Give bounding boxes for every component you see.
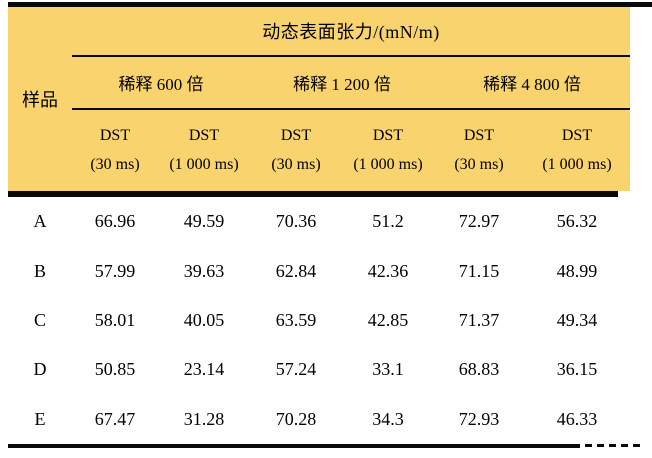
table-body: A 66.96 49.59 70.36 51.2 72.97 56.32 B 5… — [8, 197, 630, 444]
dst-label: DST — [463, 127, 495, 144]
table-row: B 57.99 39.63 62.84 42.36 71.15 48.99 — [8, 246, 630, 295]
cell: 70.28 — [275, 408, 317, 429]
cell: 49.34 — [556, 309, 598, 330]
table-header: 样品 动态表面张力/(mN/m) 稀释 600 倍 稀释 1 200 倍 稀释 … — [8, 7, 630, 191]
cell: 33.1 — [372, 359, 404, 380]
cell: 71.15 — [458, 260, 500, 281]
subheader-dst-1000ms: DST (1 000 ms) — [158, 110, 250, 191]
table-row: A 66.96 49.59 70.36 51.2 72.97 56.32 — [8, 197, 630, 246]
group-header-600: 稀释 600 倍 — [118, 75, 204, 94]
cell: 42.36 — [367, 260, 409, 281]
subheader-dst-1000ms: DST (1 000 ms) — [524, 110, 630, 191]
row-label: A — [33, 211, 47, 232]
dilution-group-row: 稀释 600 倍 稀释 1 200 倍 稀释 4 800 倍 — [72, 57, 630, 110]
cell: 58.01 — [94, 309, 136, 330]
table-row: C 58.01 40.05 63.59 42.85 71.37 49.34 — [8, 296, 630, 345]
subheader-dst-30ms: DST (30 ms) — [72, 110, 158, 191]
cell: 23.14 — [183, 359, 225, 380]
dst-time-label: (30 ms) — [90, 156, 140, 173]
dst-label: DST — [280, 127, 312, 144]
dst-label: DST — [561, 127, 593, 144]
table-row: E 67.47 31.28 70.28 34.3 72.93 46.33 — [8, 395, 630, 444]
cell: 51.2 — [372, 211, 404, 232]
dst-time-label: (1 000 ms) — [542, 156, 612, 173]
row-label: C — [33, 309, 46, 330]
cell: 70.36 — [275, 211, 317, 232]
row-label: E — [34, 408, 46, 429]
dst-time-label: (1 000 ms) — [169, 156, 239, 173]
group-header-4800: 稀释 4 800 倍 — [483, 75, 581, 94]
cell: 36.15 — [556, 359, 598, 380]
header-body-rule — [8, 191, 618, 197]
cell: 72.93 — [458, 408, 500, 429]
row-label: D — [33, 359, 47, 380]
subheader-dst-1000ms: DST (1 000 ms) — [342, 110, 434, 191]
cell: 56.32 — [556, 211, 598, 232]
main-header: 动态表面张力/(mN/m) — [72, 7, 630, 57]
dst-time-label: (30 ms) — [271, 156, 321, 173]
dst-label: DST — [188, 127, 220, 144]
cell: 66.96 — [94, 211, 136, 232]
row-label: B — [33, 260, 46, 281]
cell: 57.99 — [94, 260, 136, 281]
cell: 63.59 — [275, 309, 317, 330]
cell: 46.33 — [556, 408, 598, 429]
cell: 71.37 — [458, 309, 500, 330]
cell: 62.84 — [275, 260, 317, 281]
cell: 40.05 — [183, 309, 225, 330]
cell: 42.85 — [367, 309, 409, 330]
dst-time-label: (30 ms) — [454, 156, 504, 173]
cell: 34.3 — [372, 408, 404, 429]
dst-label: DST — [372, 127, 404, 144]
header-right: 动态表面张力/(mN/m) 稀释 600 倍 稀释 1 200 倍 稀释 4 8… — [72, 7, 630, 191]
data-table: 样品 动态表面张力/(mN/m) 稀释 600 倍 稀释 1 200 倍 稀释 … — [8, 2, 652, 448]
cell: 49.59 — [183, 211, 225, 232]
group-header-1200: 稀释 1 200 倍 — [293, 75, 391, 94]
scan-artifact — [585, 443, 641, 447]
table-row: D 50.85 23.14 57.24 33.1 68.83 36.15 — [8, 345, 630, 394]
cell: 48.99 — [556, 260, 598, 281]
subheader-dst-30ms: DST (30 ms) — [434, 110, 524, 191]
cell: 67.47 — [94, 408, 136, 429]
cell: 57.24 — [275, 359, 317, 380]
cell: 68.83 — [458, 359, 500, 380]
dst-label: DST — [99, 127, 131, 144]
bottom-rule — [8, 443, 641, 448]
subheader-dst-30ms: DST (30 ms) — [250, 110, 342, 191]
dst-time-label: (1 000 ms) — [353, 156, 423, 173]
cell: 72.97 — [458, 211, 500, 232]
corner-header-sample: 样品 — [22, 90, 58, 110]
cell: 31.28 — [183, 408, 225, 429]
cell: 50.85 — [94, 359, 136, 380]
cell: 39.63 — [183, 260, 225, 281]
dst-subheader-row: DST (30 ms) DST (1 000 ms) DST (30 ms) D… — [72, 110, 630, 191]
